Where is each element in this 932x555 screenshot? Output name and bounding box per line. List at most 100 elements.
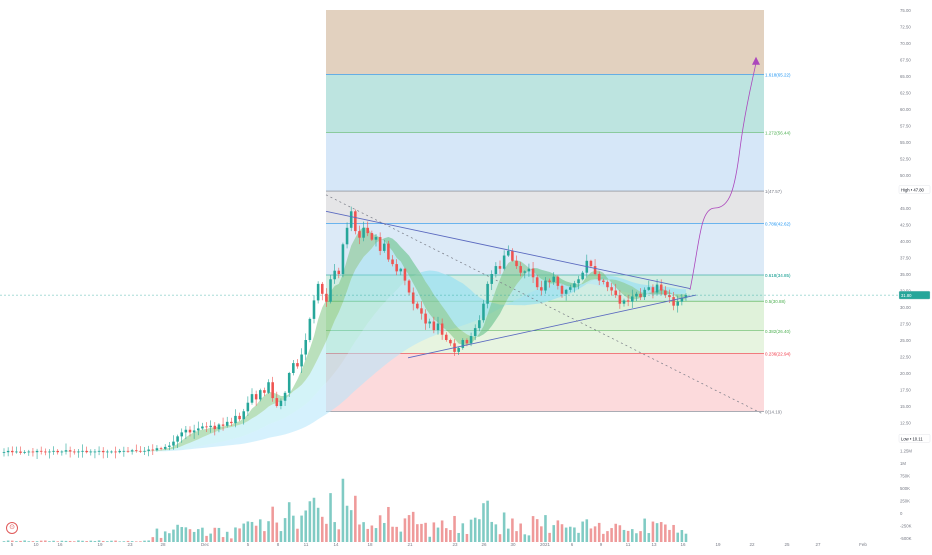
volume-tick-label: -500K: [900, 536, 912, 541]
volume-bar: [250, 521, 254, 542]
volume-bar: [407, 515, 411, 542]
volume-bar: [118, 541, 122, 542]
candle-body: [110, 451, 113, 453]
volume-bar: [639, 531, 642, 542]
x-tick-label: 2021: [540, 542, 551, 547]
volume-tick-label: 0: [900, 511, 903, 516]
candle-body: [664, 290, 667, 296]
candle-body: [93, 451, 97, 453]
candle-body: [647, 287, 651, 290]
fib-band-0: [326, 10, 764, 75]
volume-bar: [647, 533, 651, 542]
volume-bar: [81, 540, 84, 542]
candle-body: [560, 285, 564, 294]
volume-bar: [72, 541, 76, 542]
volume-bar: [436, 527, 440, 542]
x-tick-label: 16: [680, 542, 686, 547]
volume-bar: [515, 531, 518, 542]
candle-body: [378, 237, 382, 251]
volume-bar: [560, 524, 564, 542]
candle-body: [498, 266, 502, 269]
candle-body: [31, 451, 35, 453]
volume-bar: [39, 540, 43, 542]
candle-body: [10, 450, 14, 453]
volume-bar: [242, 523, 246, 542]
volume-bar: [60, 540, 64, 542]
candle-body: [391, 259, 394, 265]
candle-body: [258, 390, 262, 400]
candle-body: [316, 283, 320, 301]
candle-body: [345, 227, 349, 245]
candle-body: [684, 295, 688, 298]
candle-body: [465, 340, 469, 344]
volume-bar: [101, 540, 105, 542]
volume-tick-label: 1M: [900, 461, 906, 466]
candle-body: [568, 287, 572, 290]
candle-body: [354, 211, 357, 232]
volume-bar: [300, 515, 303, 542]
candle-body: [486, 283, 489, 304]
volume-bar: [482, 503, 485, 542]
volume-bar: [31, 541, 35, 542]
volume-bar: [614, 523, 618, 542]
volume-bar: [370, 525, 374, 542]
volume-bar: [655, 523, 659, 542]
volume-bar: [531, 516, 535, 542]
volume-tick-label: 250K: [900, 499, 910, 504]
tradingview-logo[interactable]: ⊙: [6, 522, 18, 534]
y-tick-label: 35.00: [900, 272, 911, 277]
candle-body: [432, 321, 436, 331]
volume-bar: [672, 524, 675, 542]
candle-body: [581, 272, 584, 280]
ma-ribbon-fast: [4, 227, 686, 453]
dotted-trend-line: [325, 194, 765, 415]
x-tick-label: 8: [277, 542, 280, 547]
volume-bar: [147, 540, 150, 542]
candle-body: [192, 430, 196, 433]
candle-body: [320, 283, 324, 294]
volume-tick-label: 750K: [900, 474, 910, 479]
candle-body: [614, 290, 618, 296]
x-tick-label: 25: [784, 542, 790, 547]
x-tick-label: Dec: [201, 542, 210, 547]
candle-body: [527, 268, 531, 272]
fib-label: 1.272(56.44): [765, 130, 791, 135]
candle-body: [597, 274, 601, 281]
volume-bar: [668, 529, 671, 542]
candle-body: [296, 363, 299, 367]
x-tick-label: 11: [304, 542, 309, 547]
target-arrow-icon: [752, 56, 760, 65]
volume-bar: [630, 529, 634, 542]
candle-body: [172, 441, 175, 446]
candle-body: [630, 296, 634, 302]
volume-bar: [205, 535, 208, 542]
candle-body: [143, 450, 146, 452]
candle-body: [403, 268, 407, 281]
volume-bar: [19, 540, 22, 542]
candle-body: [610, 287, 613, 291]
candle-body: [399, 268, 403, 272]
volume-bar: [577, 532, 580, 542]
candle-body: [428, 321, 432, 324]
volume-bar: [225, 531, 229, 542]
x-tick-label: 18: [367, 542, 373, 547]
candle-body: [333, 270, 336, 280]
x-tick-label: 11: [626, 542, 631, 547]
y-tick-label: 70.00: [900, 41, 911, 46]
fib-band-4: [326, 223, 764, 275]
candle-body: [519, 266, 522, 273]
volume-bar: [271, 506, 274, 542]
candle-body: [44, 451, 47, 453]
fib-label: 0.382(26.40): [765, 329, 791, 334]
candle-body: [312, 300, 316, 319]
x-tick-label: 27: [815, 542, 821, 547]
candle-body: [188, 429, 192, 433]
candle-body: [411, 292, 415, 304]
volume-bar: [606, 531, 609, 542]
volume-bar: [2, 541, 6, 542]
volume-bar: [635, 533, 638, 542]
volume-bar: [399, 531, 403, 542]
candle-body: [643, 289, 646, 298]
